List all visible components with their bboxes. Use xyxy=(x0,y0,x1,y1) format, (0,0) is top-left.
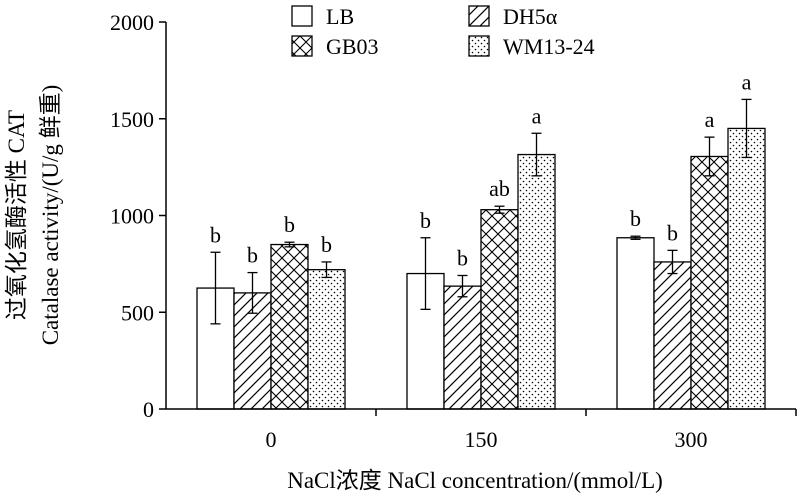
axes: 0 500 1000 1500 2000 0 150 300 xyxy=(110,10,797,452)
y-axis-title-en: Catalase activity/(U/g 鲜重) xyxy=(38,85,63,346)
x-axis-title: NaCl浓度 NaCl concentration/(mmol/L) xyxy=(287,468,663,493)
legend-label: GB03 xyxy=(326,34,379,59)
significance-label: b xyxy=(321,232,332,257)
significance-label: a xyxy=(705,107,715,132)
y-tick-label: 500 xyxy=(121,300,154,325)
bar-lb-300 xyxy=(616,237,655,410)
y-tick-label: 1500 xyxy=(110,107,154,132)
significance-label: b xyxy=(247,243,258,268)
legend-swatch-gb03 xyxy=(291,35,313,57)
legend-label: LB xyxy=(326,4,354,29)
legend-label: WM13-24 xyxy=(503,34,595,59)
significance-label: b xyxy=(420,208,431,233)
bar-dh5-150 xyxy=(443,285,482,410)
y-tick-label: 2000 xyxy=(110,10,154,35)
legend: LB DH5α GB03 WM13-24 xyxy=(291,4,595,59)
significance-label: b xyxy=(667,220,678,245)
y-tick-label: 1000 xyxy=(110,204,154,229)
bar-gb03-150 xyxy=(480,209,519,410)
significance-label: b xyxy=(284,212,295,237)
x-tick-label: 0 xyxy=(266,427,277,452)
bar-dh5-300 xyxy=(653,261,692,410)
significance-label: b xyxy=(630,206,641,231)
y-tick-label: 0 xyxy=(143,397,154,422)
legend-label: DH5α xyxy=(503,4,558,29)
significance-label: b xyxy=(457,245,468,270)
bar-wm1324-150 xyxy=(517,153,556,410)
legend-swatch-wm1324 xyxy=(468,35,490,57)
legend-swatch-dh5 xyxy=(468,5,490,27)
significance-label: a xyxy=(742,69,752,94)
bar-wm1324-0 xyxy=(307,269,346,410)
significance-label: a xyxy=(532,103,542,128)
legend-swatch-lb xyxy=(291,5,313,27)
x-tick-label: 300 xyxy=(675,427,708,452)
y-axis-title-zh: 过氧化氢酶活性 CAT xyxy=(4,110,29,320)
x-tick-label: 150 xyxy=(465,427,498,452)
significance-label: ab xyxy=(489,176,510,201)
bar-gb03-300 xyxy=(690,155,729,410)
bar-wm1324-300 xyxy=(727,127,766,410)
bar-gb03-0 xyxy=(270,243,309,410)
significance-label: b xyxy=(210,222,221,247)
